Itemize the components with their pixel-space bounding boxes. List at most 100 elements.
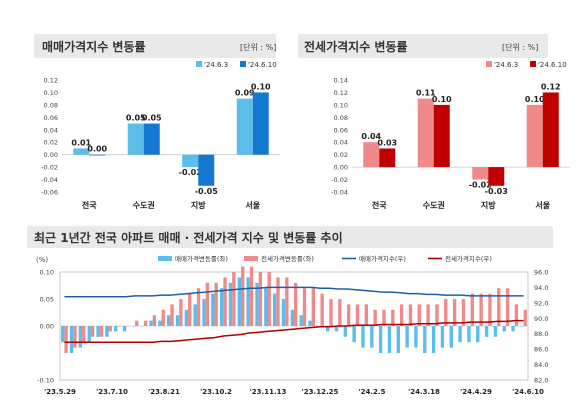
trend-sale-change-bar xyxy=(78,326,83,348)
trend-sale-change-bar xyxy=(325,326,330,332)
sale-category-label: 전국 xyxy=(82,200,97,210)
lease-title-bar xyxy=(298,34,548,58)
trend-sale-change-bar xyxy=(246,277,250,326)
trend-lease-change-bar xyxy=(179,299,183,326)
sale-bar xyxy=(198,154,215,186)
lease-legend-label: '24.6.3 xyxy=(494,61,518,69)
lease-bar xyxy=(363,142,380,168)
trend-sale-change-bar xyxy=(167,315,171,326)
trend-sale-change-bar xyxy=(61,326,65,343)
lease-category-label: 전국 xyxy=(372,200,387,210)
trend-lease-change-bar xyxy=(276,277,280,326)
trend-sale-index-line xyxy=(64,286,524,298)
trend-sale-change-bar xyxy=(255,282,259,326)
trend-sale-change-bar xyxy=(405,326,409,348)
trend-sale-change-bar xyxy=(272,293,277,326)
trend-lease-change-bar xyxy=(214,282,218,326)
lease-bar xyxy=(417,98,434,168)
trend-lease-change-bar xyxy=(399,304,404,326)
trend-right-tick-label: 88.0 xyxy=(534,330,548,338)
lease-change-chart: 0.140.120.100.080.060.040.020.00-0.02-0.… xyxy=(331,61,570,210)
lease-bar xyxy=(542,92,559,168)
trend-lease-change-bar xyxy=(470,293,474,326)
sale-title-bar xyxy=(34,34,276,58)
sale-unit-label: [단위 : %] xyxy=(240,43,277,52)
trend-sale-change-bar xyxy=(211,293,215,326)
trend-x-tick-label: '23.7.10 xyxy=(96,388,128,396)
lease-bar xyxy=(472,167,489,180)
trend-x-tick-label: '23.8.21 xyxy=(148,388,180,396)
lease-ytick-label: 0.08 xyxy=(334,114,348,122)
trend-lease-change-bar xyxy=(143,320,148,326)
trend-sale-change-bar xyxy=(414,326,418,348)
sale-bar xyxy=(236,98,253,155)
lease-data-label: -0.03 xyxy=(485,187,508,196)
trend-lease-change-bar xyxy=(497,288,501,326)
lease-ytick-label: 0.02 xyxy=(334,151,348,159)
trend-lease-change-bar xyxy=(170,304,174,326)
trend-left-tick-label: -0.10 xyxy=(37,377,54,385)
trend-sale-change-bar xyxy=(308,320,312,326)
lease-ytick-label: 0.12 xyxy=(334,89,348,97)
trend-sale-change-bar xyxy=(290,309,294,326)
sale-legend-label: '24.6.3 xyxy=(204,61,228,69)
trend-sale-change-bar xyxy=(237,277,242,326)
sale-data-label: 0.00 xyxy=(87,145,107,154)
sale-ytick-label: 0.02 xyxy=(44,139,58,147)
lease-category-label: 수도권 xyxy=(423,200,445,210)
sale-ytick-label: 0.04 xyxy=(44,126,58,134)
sale-ytick-label: 0.00 xyxy=(44,151,58,159)
trend-legend-label: 매매가격지수(우) xyxy=(359,254,406,263)
sale-ytick-label: -0.06 xyxy=(41,189,58,197)
trend-sale-change-bar xyxy=(334,326,339,332)
sale-category-label: 서울 xyxy=(245,200,260,210)
lease-data-label: 0.10 xyxy=(525,95,545,104)
trend-sale-change-bar xyxy=(493,326,498,337)
lease-ytick-label: 0.04 xyxy=(334,139,348,147)
trend-sale-change-bar xyxy=(396,326,400,353)
trend-lease-change-bar xyxy=(346,304,351,326)
trend-lease-change-bar xyxy=(126,326,130,327)
sale-category-label: 지방 xyxy=(191,200,206,210)
trend-left-unit: (%) xyxy=(36,256,48,264)
trend-right-tick-label: 86.0 xyxy=(534,346,548,354)
trend-x-tick-label: '23.11.13 xyxy=(250,388,287,396)
trend-sale-change-bar xyxy=(378,326,383,353)
trend-legend-label: 매매가격변동률(좌) xyxy=(175,254,228,263)
trend-sale-change-bar xyxy=(281,299,286,326)
sale-ytick-label: 0.10 xyxy=(44,89,58,97)
trend-sale-change-bar xyxy=(149,320,153,326)
sale-change-chart: 0.12 0.10 0.08 0.06 0.04 0.02 0.00 -0.02 -0.04 -0… xyxy=(41,61,280,210)
sale-data-label: -0.02 xyxy=(179,168,202,177)
trend-sale-change-bar xyxy=(449,326,453,348)
trend-sale-change-bar xyxy=(193,304,197,326)
trend-lease-change-bar xyxy=(258,272,263,326)
trend-sale-change-bar xyxy=(184,309,189,326)
trend-right-tick-label: 90.0 xyxy=(534,315,548,323)
lease-data-label: 0.03 xyxy=(377,138,397,147)
trend-sale-change-bar xyxy=(96,326,100,337)
trend-sale-change-bar xyxy=(431,326,436,353)
lease-bar xyxy=(526,104,543,168)
trend-lease-change-bar xyxy=(99,326,104,337)
trend-lease-change-bar xyxy=(435,304,439,326)
trend-sale-change-bar xyxy=(387,326,392,353)
trend-sale-change-bar xyxy=(458,326,462,343)
trend-left-tick-label: 0.10 xyxy=(40,269,54,277)
trend-title-bar xyxy=(27,226,553,248)
trend-lease-change-bar xyxy=(285,277,289,326)
trend-sale-change-bar xyxy=(228,282,233,326)
trend-lease-change-bar xyxy=(364,304,368,326)
trend-sale-change-bar xyxy=(140,326,144,327)
trend-right-tick-label: 94.0 xyxy=(534,284,548,292)
trend-lease-change-bar xyxy=(249,266,254,326)
trend-legend-swatch xyxy=(158,256,172,261)
trend-sale-change-bar xyxy=(202,299,206,326)
trend-x-tick-label: '24.6.10 xyxy=(512,388,544,396)
trend-sale-change-bar xyxy=(131,326,136,327)
trend-lease-change-bar xyxy=(452,299,457,326)
lease-legend-swatch xyxy=(530,61,536,67)
trend-sale-change-bar xyxy=(87,326,91,343)
lease-legend-label: '24.6.10 xyxy=(538,61,567,69)
trend-sale-change-bar xyxy=(122,326,127,332)
